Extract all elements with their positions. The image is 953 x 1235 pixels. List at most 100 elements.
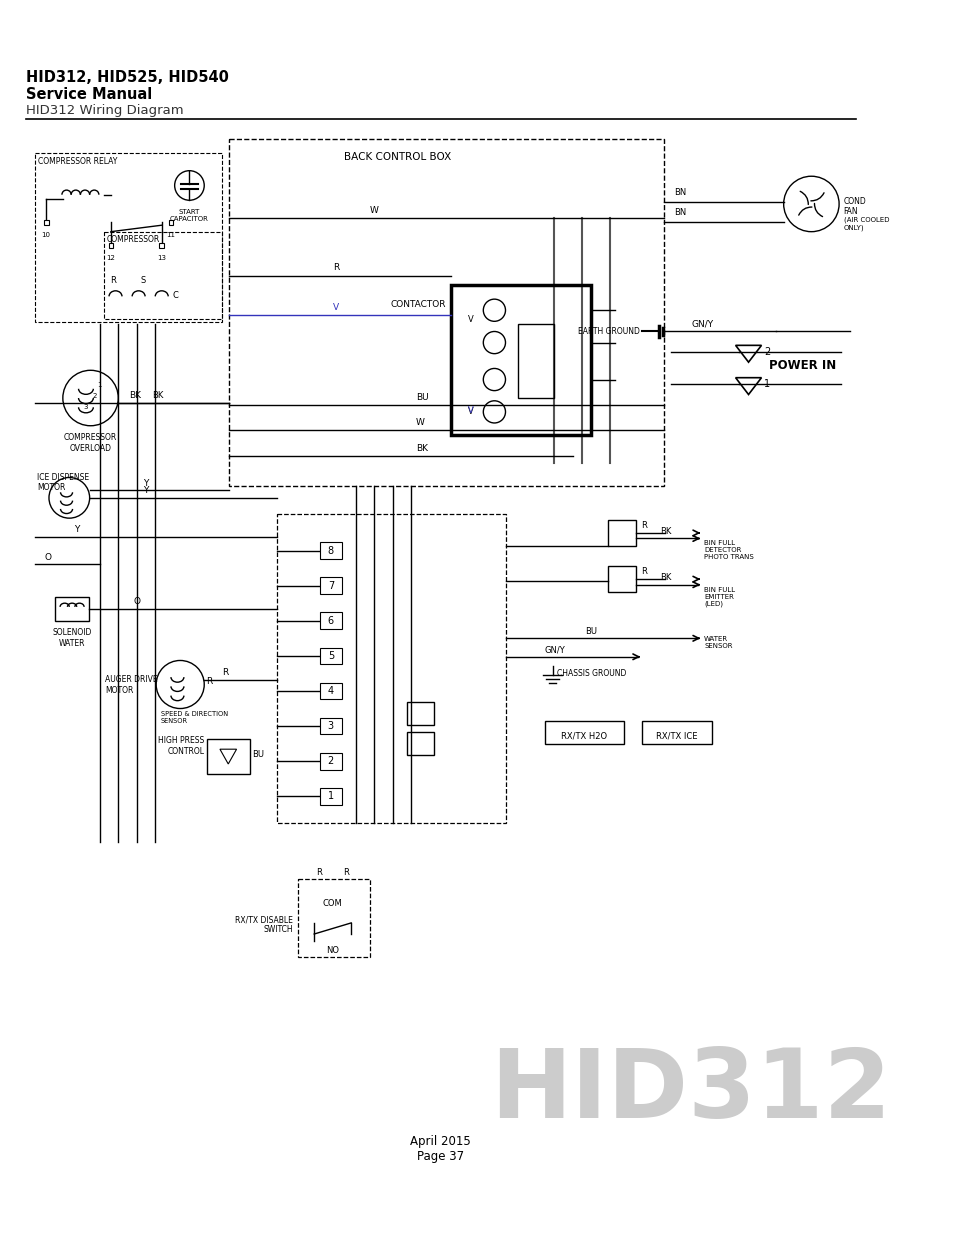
Text: BIN FULL
EMITTER
(LED): BIN FULL EMITTER (LED) — [703, 587, 735, 608]
Bar — [207, 739, 250, 774]
Text: BK: BK — [659, 526, 670, 536]
Text: 1: 1 — [763, 379, 770, 389]
Bar — [451, 285, 591, 435]
Text: ICE DISPENSE
MOTOR: ICE DISPENSE MOTOR — [37, 473, 89, 493]
Text: 12: 12 — [107, 254, 115, 261]
Text: 6: 6 — [328, 616, 334, 626]
Text: 8: 8 — [328, 546, 334, 556]
Text: COM: COM — [322, 899, 342, 908]
Text: 2: 2 — [328, 756, 334, 766]
Text: BU: BU — [585, 626, 597, 636]
Text: BK: BK — [659, 573, 670, 582]
Bar — [319, 753, 341, 769]
Text: BIN FULL
DETECTOR
PHOTO TRANS: BIN FULL DETECTOR PHOTO TRANS — [703, 541, 753, 561]
Text: 5: 5 — [328, 651, 334, 661]
Text: 10: 10 — [42, 232, 51, 237]
Text: 3: 3 — [328, 721, 334, 731]
Text: COMPRESSOR
OVERLOAD: COMPRESSOR OVERLOAD — [64, 433, 117, 452]
Text: Service Manual: Service Manual — [26, 86, 152, 101]
Bar — [319, 613, 341, 629]
Bar — [169, 220, 173, 225]
Text: 2: 2 — [92, 393, 97, 399]
Bar — [44, 220, 49, 225]
Text: C: C — [172, 291, 178, 300]
Text: R: R — [640, 567, 646, 577]
Bar — [55, 597, 89, 621]
Text: AUGER DRIVE
MOTOR: AUGER DRIVE MOTOR — [105, 676, 158, 694]
Bar — [517, 324, 554, 398]
Text: SOLENOID
WATER: SOLENOID WATER — [52, 629, 91, 647]
Bar — [607, 566, 635, 592]
Text: GN/Y: GN/Y — [691, 320, 713, 329]
Text: HID312, HID525, HID540: HID312, HID525, HID540 — [26, 70, 229, 85]
Text: V: V — [468, 315, 474, 324]
Bar — [607, 520, 635, 546]
Text: R: R — [206, 677, 213, 687]
Bar — [109, 243, 113, 248]
Text: EARTH GROUND: EARTH GROUND — [577, 327, 639, 336]
Text: WATER
SENSOR: WATER SENSOR — [703, 636, 732, 648]
Text: RX/TX ICE: RX/TX ICE — [655, 731, 697, 741]
Text: R: R — [315, 868, 321, 877]
Bar — [406, 701, 434, 725]
Text: R: R — [343, 868, 349, 877]
Text: HID312 Wiring Diagram: HID312 Wiring Diagram — [26, 104, 183, 117]
Text: CONTACTOR: CONTACTOR — [391, 300, 446, 309]
Text: R: R — [640, 521, 646, 530]
Text: R: R — [221, 668, 228, 677]
Text: BN: BN — [674, 188, 686, 196]
Text: April 2015: April 2015 — [410, 1135, 471, 1149]
Text: BN: BN — [674, 207, 686, 217]
Text: O: O — [44, 552, 51, 562]
Bar — [545, 720, 623, 743]
Text: BK: BK — [130, 390, 141, 400]
Text: (AIR COOLED
ONLY): (AIR COOLED ONLY) — [842, 217, 888, 231]
Text: COMPRESSOR: COMPRESSOR — [106, 236, 159, 245]
Text: 1: 1 — [97, 382, 102, 388]
Bar — [319, 542, 341, 558]
Text: 3: 3 — [84, 404, 88, 410]
Text: R: R — [333, 263, 338, 273]
Text: Page 37: Page 37 — [416, 1150, 464, 1163]
Text: Y: Y — [143, 487, 149, 495]
Text: COMPRESSOR RELAY: COMPRESSOR RELAY — [38, 157, 117, 165]
Bar — [319, 683, 341, 699]
Text: 4: 4 — [328, 685, 334, 697]
Text: 1: 1 — [328, 792, 334, 802]
Text: Y: Y — [73, 525, 79, 534]
Text: Y: Y — [143, 479, 149, 488]
Text: BACK CONTROL BOX: BACK CONTROL BOX — [343, 152, 451, 162]
Text: POWER IN: POWER IN — [768, 359, 835, 372]
Text: HID312: HID312 — [489, 1045, 890, 1137]
Text: V: V — [468, 405, 474, 415]
Text: RX/TX DISABLE
SWITCH: RX/TX DISABLE SWITCH — [234, 915, 293, 935]
Bar — [319, 788, 341, 805]
Text: 13: 13 — [157, 254, 166, 261]
Text: NO: NO — [326, 946, 339, 955]
Bar — [319, 647, 341, 664]
Text: 7: 7 — [328, 580, 334, 590]
Text: CHASSIS GROUND: CHASSIS GROUND — [557, 669, 626, 678]
Text: RX/TX H2O: RX/TX H2O — [560, 731, 606, 741]
Text: HIGH PRESS
CONTROL: HIGH PRESS CONTROL — [158, 736, 204, 756]
Text: SPEED & DIRECTION
SENSOR: SPEED & DIRECTION SENSOR — [161, 711, 228, 724]
Text: V: V — [468, 408, 474, 416]
Bar — [319, 718, 341, 735]
Text: BU: BU — [252, 750, 264, 760]
Text: S: S — [140, 275, 146, 284]
Text: W: W — [416, 417, 424, 426]
Text: BK: BK — [416, 443, 427, 452]
Bar — [159, 243, 164, 248]
Text: 2: 2 — [763, 347, 770, 357]
Text: BU: BU — [416, 393, 428, 401]
Text: BK: BK — [152, 390, 164, 400]
Text: 11: 11 — [166, 232, 175, 237]
Text: GN/Y: GN/Y — [543, 645, 564, 655]
Text: COND
FAN: COND FAN — [842, 196, 865, 216]
Text: W: W — [369, 206, 378, 215]
Bar — [319, 577, 341, 594]
Text: V: V — [333, 303, 338, 312]
Text: R: R — [110, 275, 115, 284]
Bar — [641, 720, 711, 743]
Bar — [406, 731, 434, 755]
